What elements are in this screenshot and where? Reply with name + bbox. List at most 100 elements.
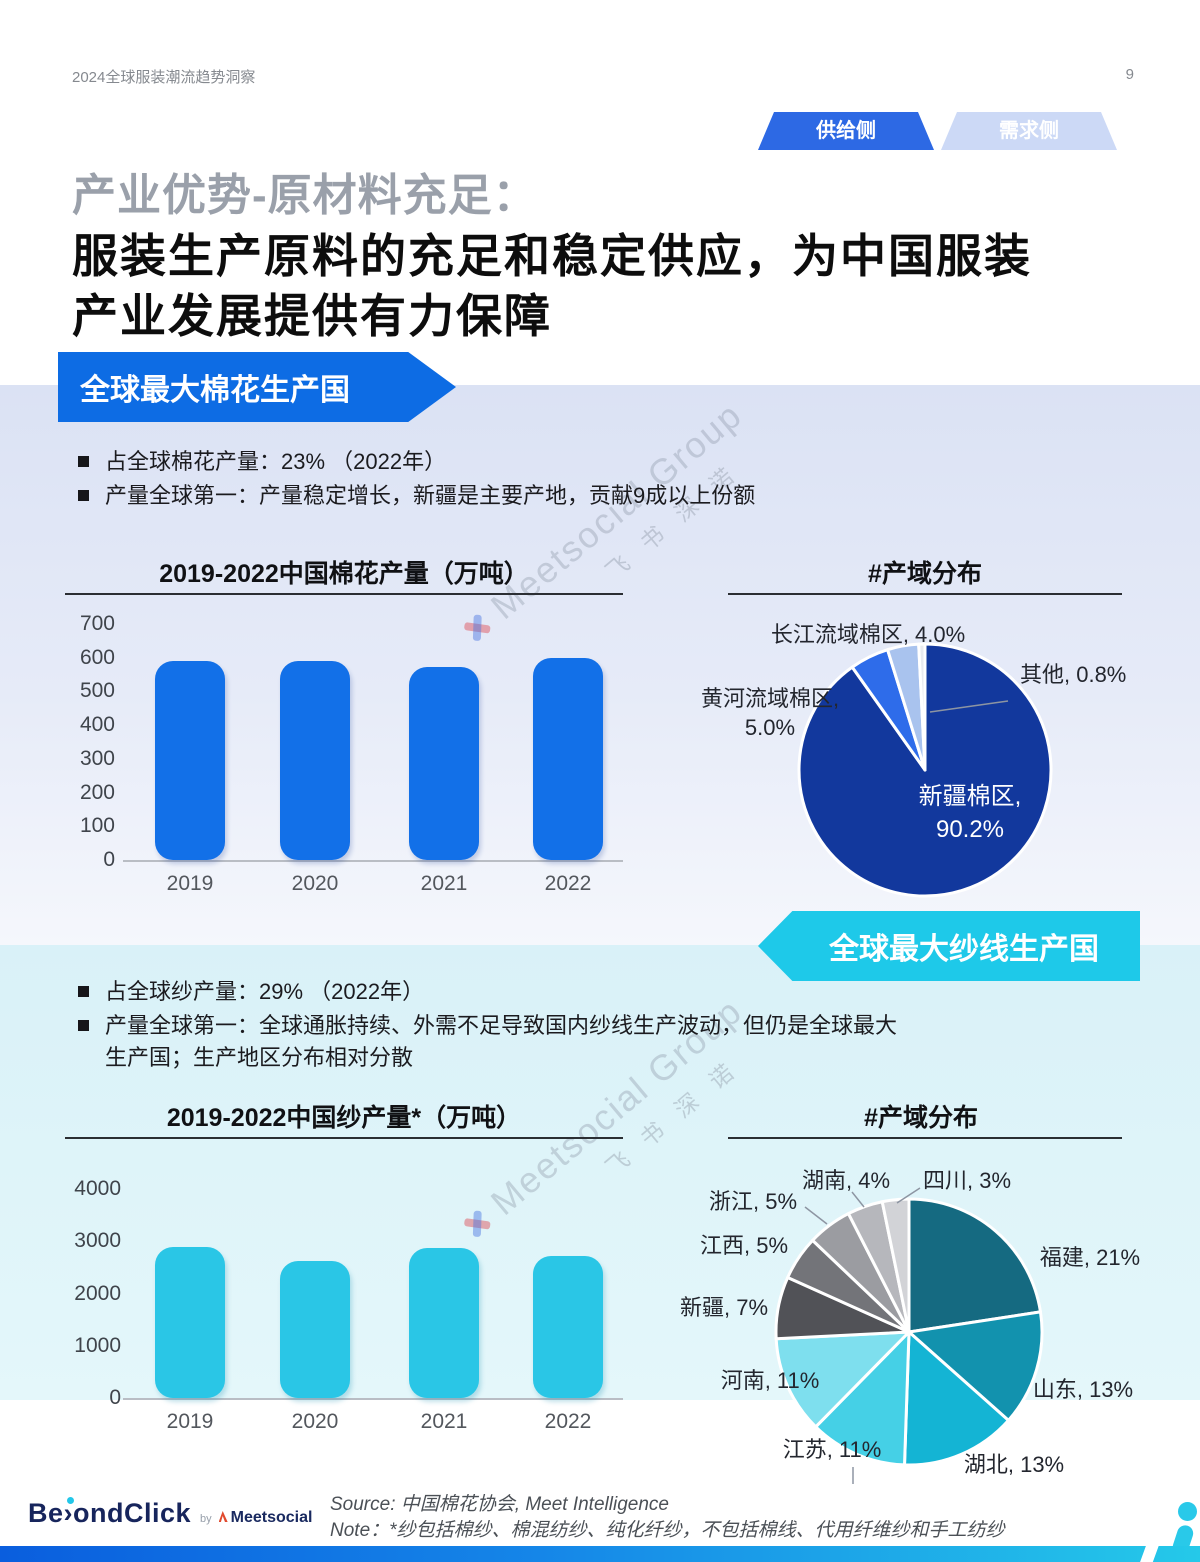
logo-chevron-icon: › — [63, 1498, 74, 1528]
y-axis-tick: 3000 — [74, 1229, 121, 1253]
bottom-gradient-bar — [0, 1546, 1200, 1562]
bullet-square-icon — [78, 490, 89, 501]
yarn-bullet-2-text: 产量全球第一：全球通胀持续、外需不足导致国内纱线生产波动，但仍是全球最大 生产国… — [105, 1013, 898, 1070]
cotton-bullet-1: 占全球棉花产量：23% （2022年） — [78, 446, 1038, 478]
note-line: Note：*纱包括棉纱、棉混纺纱、纯化纤纱，不包括棉线、代用纤维纱和手工纺纱 — [330, 1520, 1005, 1541]
pie-label-changjiang: 长江流域棉区, 4.0% — [770, 622, 966, 647]
cotton-banner: 全球最大棉花生产国 — [58, 352, 456, 422]
x-axis-line — [123, 1398, 623, 1400]
bar-2021 — [409, 1247, 479, 1398]
logo-text: Be›ondClick — [28, 1498, 192, 1528]
footer-dot-decoration — [1178, 1502, 1197, 1521]
pie-label-hunan: 湖南, 4% — [801, 1168, 891, 1193]
x-axis-label: 2020 — [291, 872, 339, 895]
tab-supply-side[interactable]: 供给侧 — [758, 112, 934, 150]
document-title: 2024全球服装潮流趋势洞察 — [72, 69, 256, 86]
cotton-pie-chart: #产域分布 长江流域棉区, 4.0% 其他, 0.8% 黄河流域棉区, 5.0%… — [690, 552, 1160, 902]
tab-demand-side[interactable]: 需求侧 — [941, 112, 1117, 150]
pie-slice-其他 — [917, 642, 927, 772]
pie-slice-河南 — [774, 1330, 911, 1429]
logo-by-text: by — [200, 1513, 212, 1525]
cotton-bullet-1-text: 占全球棉花产量：23% （2022年） — [105, 449, 447, 474]
bar-2022 — [533, 658, 603, 860]
pie-label-qita: 其他, 0.8% — [1020, 662, 1127, 687]
x-axis-label: 2020 — [291, 1410, 339, 1433]
pie-slice-山东 — [907, 1310, 1044, 1422]
pie-label-jiangsu: 江苏, 11% — [782, 1437, 882, 1462]
pie-label-sichuan: 四川, 3% — [922, 1168, 1012, 1193]
cotton-pie-chart-title: #产域分布 — [868, 560, 982, 588]
pie-leader-line — [929, 700, 1009, 713]
x-axis-label: 2022 — [544, 1410, 592, 1433]
bar-2020 — [280, 660, 350, 860]
yarn-pie-chart: #产域分布 湖南, 4% 四川, 3% 浙江, 5% 江西, 5% 新疆, 7%… — [676, 1096, 1166, 1526]
y-axis-tick: 0 — [103, 848, 115, 871]
cotton-bar-chart: 2019-2022中国棉花产量（万吨） 0 100 200 300 400 500 600 7… — [65, 552, 623, 902]
yarn-bullet-1: 占全球纱产量：29% （2022年） — [78, 976, 1058, 1008]
pie-label-zhejiang: 浙江, 5% — [708, 1189, 798, 1214]
pie-leader-line — [851, 1191, 865, 1208]
pie-slice-湖北 — [903, 1330, 1010, 1467]
chart-title-rule — [65, 593, 623, 595]
page-title: 产业优势-原材料充足： 服装生产原料的充足和稳定供应，为中国服装 产业发展提供有… — [72, 166, 1032, 346]
bar-2019 — [155, 1246, 225, 1398]
y-axis-tick: 2000 — [74, 1281, 121, 1305]
chart-title-rule — [728, 593, 1122, 595]
x-axis-label: 2019 — [166, 1410, 214, 1433]
bullet-square-icon — [78, 456, 89, 467]
yarn-pie-chart-title: #产域分布 — [864, 1104, 978, 1132]
x-axis-label: 2021 — [420, 1410, 468, 1433]
yarn-bullet-2: 产量全球第一：全球通胀持续、外需不足导致国内纱线生产波动，但仍是全球最大 生产国… — [78, 1010, 1058, 1074]
page-title-kicker: 产业优势-原材料充足： — [72, 171, 538, 220]
x-axis-label: 2019 — [166, 872, 214, 895]
chart-title-rule — [65, 1137, 623, 1139]
x-axis-label: 2021 — [420, 872, 468, 895]
pie-leader-line — [804, 1206, 828, 1225]
meetsocial-mark-icon — [218, 1511, 228, 1522]
logo-brand-text: Meetsocial — [230, 1509, 313, 1526]
source-note: Source: 中国棉花协会, Meet Intelligence Note：*… — [330, 1492, 1005, 1544]
y-axis-tick: 200 — [79, 780, 115, 804]
cotton-bullet-2-text: 产量全球第一：产量稳定增长，新疆是主要产地，贡献9成以上份额 — [105, 483, 756, 508]
y-axis-tick: 700 — [79, 612, 115, 635]
bar-2020 — [280, 1261, 350, 1398]
x-axis-label: 2022 — [544, 872, 592, 895]
pie-slice-江苏 — [814, 1330, 911, 1467]
yarn-bar-chart: 2019-2022中国纱产量*（万吨） 0 1000 2000 3000 4000 201… — [65, 1096, 623, 1441]
pie-label-fujian: 福建, 21% — [1039, 1245, 1141, 1270]
y-axis-tick: 300 — [79, 746, 115, 770]
beyondclick-logo: Be›ondClick by Meetsocial — [28, 1498, 312, 1529]
x-axis-line — [123, 860, 623, 862]
chart-title-rule — [728, 1137, 1122, 1139]
y-axis-tick: 1000 — [74, 1333, 121, 1357]
yarn-banner-label: 全球最大纱线生产国 — [829, 933, 1099, 966]
pie-label-hubei: 湖北, 13% — [963, 1452, 1065, 1477]
yarn-bullet-1-text: 占全球纱产量：29% （2022年） — [105, 979, 425, 1004]
y-axis-tick: 500 — [79, 679, 115, 703]
y-axis-tick: 400 — [79, 713, 115, 737]
pie-label-xinjiang: 新疆, 7% — [679, 1295, 769, 1320]
pie-leader-line — [896, 1187, 921, 1204]
source-line: Source: 中国棉花协会, Meet Intelligence — [330, 1494, 669, 1515]
bullet-square-icon — [78, 1020, 89, 1031]
bar-2021 — [409, 666, 479, 860]
cotton-banner-label: 全球最大棉花生产国 — [80, 374, 350, 407]
cotton-bar-chart-title: 2019-2022中国棉花产量（万吨） — [159, 560, 529, 588]
y-axis-tick: 600 — [79, 645, 115, 669]
cotton-pie-svg — [797, 642, 1053, 898]
pie-label-huanghe: 黄河流域棉区, 5.0% — [700, 686, 840, 740]
yarn-pie-svg — [774, 1187, 1044, 1484]
pie-label-xinjiang: 新疆棉区, 90.2% — [918, 783, 1022, 843]
pie-slice-四川 — [880, 1197, 911, 1334]
cotton-bullet-2: 产量全球第一：产量稳定增长，新疆是主要产地，贡献9成以上份额 — [78, 480, 1038, 512]
bar-2019 — [155, 661, 225, 860]
bullet-square-icon — [78, 986, 89, 997]
pie-label-jiangxi: 江西, 5% — [699, 1233, 789, 1258]
y-axis-tick: 100 — [79, 814, 115, 838]
bar-2022 — [533, 1255, 603, 1398]
pie-slice-福建 — [907, 1197, 1042, 1334]
yarn-banner: 全球最大纱线生产国 — [758, 911, 1140, 981]
page-title-line2: 服装生产原料的充足和稳定供应，为中国服装 — [72, 230, 1032, 282]
page-title-line3: 产业发展提供有力保障 — [72, 290, 552, 342]
